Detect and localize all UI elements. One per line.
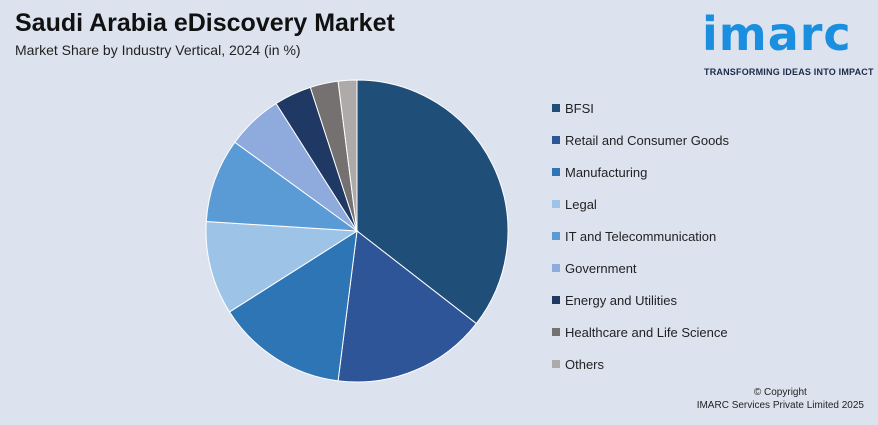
pie-slice-legal [205, 220, 359, 313]
legend-item: BFSI [552, 92, 729, 124]
legend-item: Others [552, 348, 729, 380]
legend-item: Healthcare and Life Science [552, 316, 729, 348]
legend-item: Government [552, 252, 729, 284]
legend-label: BFSI [565, 100, 594, 116]
pie-slice-manufacturing [228, 230, 358, 382]
legend-label: Others [565, 356, 605, 372]
legend-swatch [552, 136, 560, 144]
legend-label: Government [565, 260, 637, 276]
legend-item: Legal [552, 188, 729, 220]
chart-legend: BFSI Retail and Consumer Goods Manufacturi… [552, 92, 729, 380]
legend-item: IT and Telecommunication [552, 220, 729, 252]
legend-label: Energy and Utilities [565, 292, 677, 308]
legend-label: Legal [565, 196, 597, 212]
pie-slice-bfsi [356, 79, 509, 325]
logo-tagline: TRANSFORMING IDEAS INTO IMPACT [704, 67, 874, 77]
pie-slice-retail-and-consumer-goods [337, 230, 478, 383]
legend-swatch [552, 200, 560, 208]
chart-title: Saudi Arabia eDiscovery Market [15, 9, 395, 37]
copyright-line-1: © Copyright [753, 387, 807, 398]
legend-label: Healthcare and Life Science [565, 324, 728, 340]
pie-slice-others [337, 79, 358, 232]
copyright-notice: © Copyright IMARC Services Private Limit… [697, 386, 864, 412]
legend-swatch [552, 328, 560, 336]
pie-slice-it-and-telecommunication [205, 141, 359, 232]
legend-item: Manufacturing [552, 156, 729, 188]
legend-swatch [552, 264, 560, 272]
legend-swatch [552, 360, 560, 368]
legend-label: Retail and Consumer Goods [565, 132, 730, 148]
legend-label: IT and Telecommunication [565, 228, 717, 244]
legend-swatch [552, 168, 560, 176]
imarc-logo: imarc TRANSFORMING IDEAS INTO IMPACT [702, 6, 874, 82]
legend-item: Energy and Utilities [552, 284, 729, 316]
legend-swatch [552, 296, 560, 304]
legend-item: Retail and Consumer Goods [552, 124, 729, 156]
chart-subtitle: Market Share by Industry Vertical, 2024 … [15, 42, 301, 58]
legend-label: Manufacturing [565, 164, 648, 180]
legend-swatch [552, 104, 560, 112]
logo-wordmark: imarc [702, 7, 852, 61]
legend-swatch [552, 232, 560, 240]
copyright-line-2: IMARC Services Private Limited 2025 [696, 400, 864, 411]
